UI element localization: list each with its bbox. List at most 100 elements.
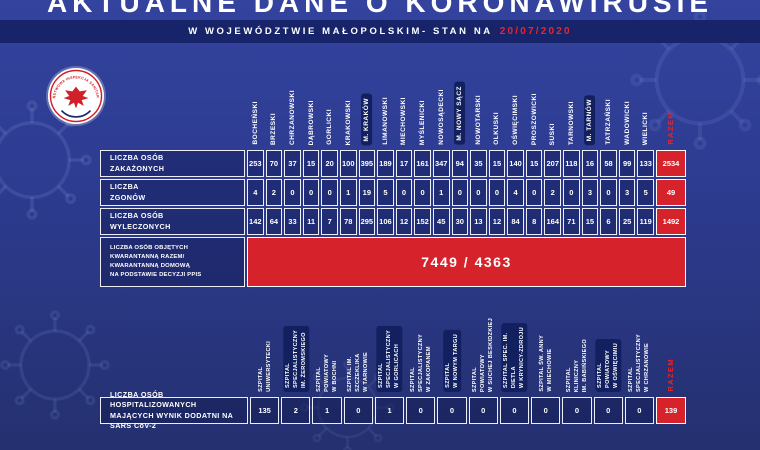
hospital-row-label: LICZBA OSÓB HOSPITALIZOWANYCH MAJĄCYCH W…	[100, 390, 248, 430]
hospital-value-cell: 0	[593, 397, 623, 424]
hospital-column-label: SZPITAL W NOWYM TARGU	[442, 330, 462, 392]
value-cell: 11	[302, 208, 320, 235]
hospital-column-header: SZPITAL UNIWERSYTECKI	[250, 303, 279, 395]
county-column-label: TATRZAŃSKI	[604, 99, 612, 145]
county-column-label: M. TARNÓW	[584, 94, 596, 145]
hospital-column-label: SZPITAL SPECJALISTYCZNY W CHRZANOWIE	[628, 334, 651, 392]
value-cell: 1	[339, 179, 357, 206]
county-column-header: M. TARNÓW	[582, 62, 599, 148]
hospital-column-header: SZPITAL POWIATOWY W OŚWIĘCIMIU	[594, 303, 623, 395]
value-cell: 133	[637, 150, 654, 177]
value-cell: 33	[284, 208, 301, 235]
county-column-label: WADOWICKI	[623, 101, 631, 145]
hospital-column-label: SZPITAL UNIWERSYTECKI	[257, 341, 272, 392]
county-column-header: OLKUSKI	[489, 62, 506, 148]
hospital-column-label: SZPITAL SPECJALISTYCZNY IM. ŻEROMSKIEGO	[282, 326, 309, 392]
value-cell: 58	[600, 150, 617, 177]
hospital-column-header: SZPITAL SPECJALISTYCZNY W GORLICACH	[375, 303, 404, 395]
value-cell: 15	[581, 208, 599, 235]
value-cell: 0	[563, 179, 580, 206]
value-cell: 142	[247, 208, 264, 235]
value-cell: 5	[637, 179, 654, 206]
county-column-label: NOWOSĄDECKI	[437, 89, 445, 145]
hospital-column-header: SZPITAL ŚW. ANNY W MIECHOWIE	[531, 303, 560, 395]
county-column-label: M. KRAKÓW	[361, 93, 373, 145]
county-column-label: OŚWIĘCIMSKI	[512, 95, 520, 145]
county-column-label: DĄBROWSKI	[307, 99, 315, 145]
county-column-header: GORLICKI	[321, 62, 338, 148]
value-cell: 3	[581, 179, 599, 206]
county-column-label: SUSKI	[549, 122, 557, 145]
value-cell: 106	[377, 208, 394, 235]
sanepid-logo: PAŃSTWOWA INSPEKCJA SANITARNA	[48, 68, 104, 124]
value-cell: 119	[637, 208, 654, 235]
value-cell: 2	[544, 179, 562, 206]
value-cell: 0	[395, 179, 413, 206]
value-cell: 94	[451, 150, 469, 177]
logo-bottom-arc	[60, 109, 92, 118]
value-cell: 0	[470, 179, 487, 206]
hospital-column-header: SZPITAL SPECJALISTYCZNY IM. ŻEROMSKIEGO	[281, 303, 310, 395]
county-column-label: TARNOWSKI	[567, 100, 575, 145]
row-total-cell: 2534	[656, 150, 686, 177]
row-label: LICZBA OSÓB ZAKAŻONYCH	[100, 150, 245, 177]
county-column-header: BOCHEŃSKI	[247, 62, 264, 148]
value-cell: 6	[600, 208, 617, 235]
county-column-label: OLKUSKI	[493, 112, 501, 145]
value-cell: 207	[544, 150, 562, 177]
hospital-column-label: SZPITAL POWIATOWY W SUCHEJ BESKIDZKIEJ	[472, 317, 495, 392]
table1: BOCHEŃSKI BRZESKI CHRZANOWSKI DĄBROWSKI GORL…	[100, 62, 686, 287]
eagle-icon	[63, 86, 89, 109]
value-cell: 13	[470, 208, 487, 235]
value-cell: 2	[265, 179, 283, 206]
value-cell: 0	[321, 179, 338, 206]
county-column-header: CHRZANOWSKI	[284, 62, 301, 148]
county-column-header: NOWOTARSKI	[470, 62, 487, 148]
value-cell: 152	[414, 208, 431, 235]
value-cell: 71	[563, 208, 580, 235]
hospital-value-cell: 1	[374, 397, 405, 424]
hospital-value-cell: 0	[468, 397, 498, 424]
value-cell: 12	[488, 208, 506, 235]
value-cell: 189	[377, 150, 394, 177]
value-cell: 295	[358, 208, 376, 235]
razem-label: RAZEM	[665, 358, 675, 392]
hospital-column-header: SZPITAL POWIATOWY W SUCHEJ BESKIDZKIEJ	[469, 303, 498, 395]
county-column-label: PROSZOWICKI	[530, 92, 538, 145]
county-column-label: MYŚLENICKI	[419, 99, 427, 145]
value-cell: 3	[618, 179, 636, 206]
subtitle-text: W WOJEWÓDZTWIE MAŁOPOLSKIM- STAN NA	[188, 26, 493, 37]
hospital-value-cell: 2	[281, 397, 311, 424]
hospital-column-label: SZPITAL POWIATOWY W OŚWIĘCIMIU	[594, 339, 622, 392]
county-column-header: MYŚLENICKI	[414, 62, 431, 148]
value-cell: 7	[321, 208, 338, 235]
value-cell: 0	[302, 179, 320, 206]
county-column-label: NOWOTARSKI	[474, 95, 482, 145]
county-column-header: KRAKOWSKI	[340, 62, 357, 148]
quarantine-label: LICZBA OSÓB OBJĘTYCH KWARANTANNĄ RAZEM/ …	[100, 237, 245, 287]
hospital-column-header: SZPITAL SPECJALISTYCZNY W CHRZANOWIE	[625, 303, 654, 395]
hospital-total-cell: 139	[656, 397, 686, 424]
value-cell: 4	[507, 179, 524, 206]
value-cell: 347	[432, 150, 450, 177]
value-cell: 161	[414, 150, 431, 177]
hospital-value-cell: 1	[312, 397, 342, 424]
county-column-header: PROSZOWICKI	[526, 62, 543, 148]
row-label: LICZBA ZGONÓW	[100, 179, 245, 206]
hospital-column-label: SZPITAL ŚW. ANNY W MIECHOWIE	[538, 335, 553, 392]
hospital-value-cell: 0	[406, 397, 436, 424]
sanepid-logo-graphic: PAŃSTWOWA INSPEKCJA SANITARNA	[48, 68, 103, 123]
value-cell: 0	[451, 179, 469, 206]
value-cell: 99	[618, 150, 636, 177]
value-cell: 100	[339, 150, 357, 177]
hospital-column-header: SZPITAL POWIATOWY W BOCHNI	[312, 303, 341, 395]
county-column-header: NOWOSĄDECKI	[433, 62, 450, 148]
hospital-value-cell: 0	[624, 397, 654, 424]
value-cell: 0	[414, 179, 431, 206]
value-cell: 64	[265, 208, 283, 235]
value-cell: 19	[358, 179, 376, 206]
value-cell: 253	[247, 150, 264, 177]
virus-watermark-icon	[0, 310, 110, 420]
value-cell: 4	[247, 179, 264, 206]
value-cell: 15	[525, 150, 543, 177]
